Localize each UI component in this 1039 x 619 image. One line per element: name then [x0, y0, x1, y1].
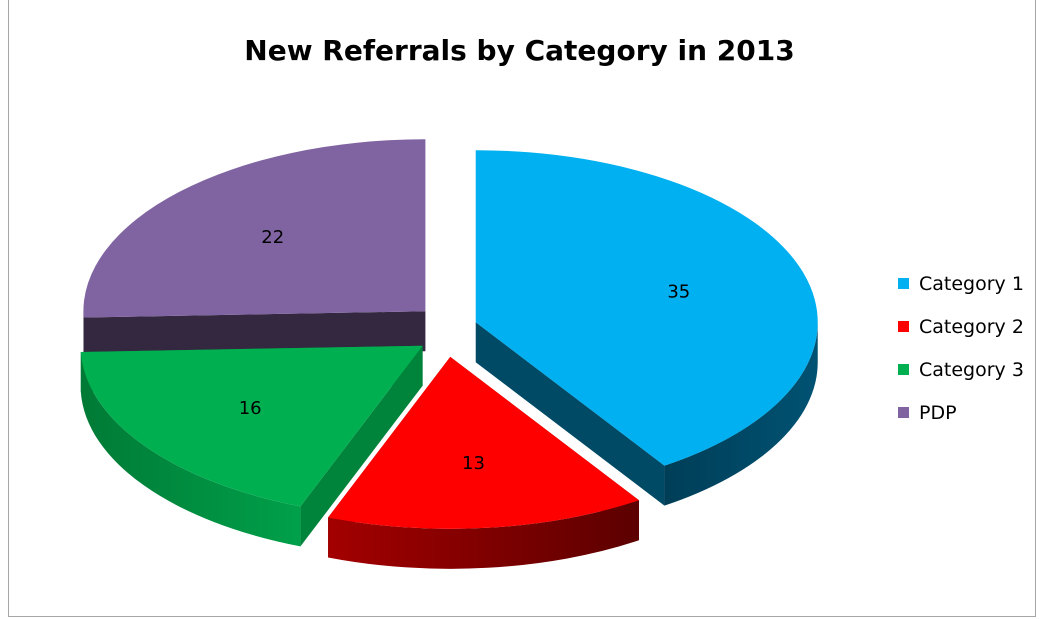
legend-swatch-category-3	[898, 364, 909, 375]
pie-slice-pdp	[83, 139, 426, 318]
legend-item-category-1: Category 1	[898, 272, 1038, 315]
pie-slice-side-category-1	[475, 322, 818, 506]
chart-frame	[8, 0, 1036, 617]
data-label-pdp: 22	[261, 227, 284, 248]
legend-item-category-2: Category 2	[898, 315, 1038, 358]
pie-slice-side-pdp	[83, 311, 426, 358]
pie-slice-category-3	[80, 345, 423, 507]
legend-item-pdp: PDP	[898, 401, 1038, 444]
legend-swatch-pdp	[898, 407, 909, 418]
data-label-category-2: 13	[462, 453, 485, 474]
data-label-category-1: 35	[667, 281, 690, 302]
legend-swatch-category-1	[898, 278, 909, 289]
legend-swatch-category-2	[898, 321, 909, 332]
legend-label-category-3: Category 3	[919, 359, 1024, 381]
pie-slice-category-1	[475, 150, 818, 466]
legend-label-pdp: PDP	[919, 402, 957, 424]
legend: Category 1 Category 2 Category 3 PDP	[898, 272, 1038, 444]
pie-slice-category-2	[328, 356, 639, 529]
data-label-category-3: 16	[239, 398, 262, 419]
legend-label-category-1: Category 1	[919, 273, 1024, 295]
legend-label-category-2: Category 2	[919, 316, 1024, 338]
chart-title: New Referrals by Category in 2013	[244, 34, 795, 67]
legend-item-category-3: Category 3	[898, 358, 1038, 401]
